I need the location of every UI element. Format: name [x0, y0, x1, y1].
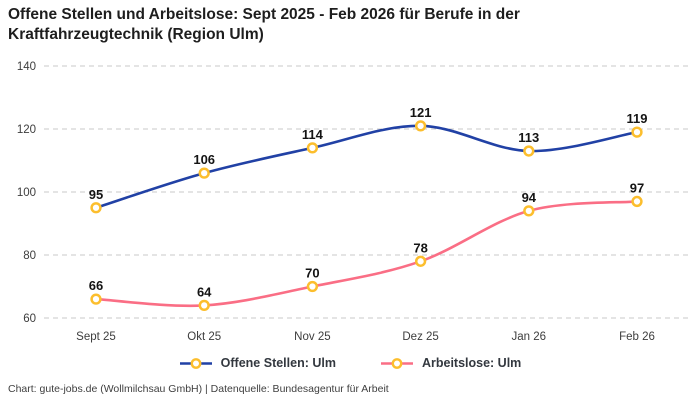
series-line	[94, 124, 639, 210]
y-tick-label: 140	[17, 61, 36, 73]
legend-line-marker-icon	[380, 357, 413, 369]
data-point-label: 114	[302, 127, 324, 142]
legend-label-arbeitslose: Arbeitslose: Ulm	[421, 356, 522, 370]
data-point-marker	[306, 280, 319, 293]
data-point-marker	[631, 126, 643, 138]
x-tick-label: Feb 26	[619, 331, 655, 343]
data-point-marker	[523, 205, 535, 217]
x-tick-label: Okt 25	[187, 331, 221, 343]
data-point-marker	[306, 142, 319, 154]
data-point-label: 70	[305, 266, 319, 281]
legend-circle-icon	[190, 357, 202, 369]
data-point-marker	[90, 293, 102, 305]
data-point-marker	[631, 195, 643, 208]
data-point-label: 94	[522, 190, 537, 205]
data-point-marker	[90, 202, 102, 214]
data-point-marker	[198, 167, 210, 179]
legend: Offene Stellen: Ulm Arbeitslose: Ulm	[0, 356, 700, 370]
legend-label-offene-stellen: Offene Stellen: Ulm	[220, 356, 336, 370]
data-point-label: 66	[89, 278, 103, 293]
line-chart: 60 80 100 120 140 Sept 25 Okt 25 Nov 25 Dez 25 Ja…	[17, 61, 692, 343]
y-tick-label: 80	[23, 250, 36, 262]
data-point-label: 121	[410, 105, 432, 120]
data-point-label: 113	[518, 130, 539, 145]
chart-title: Offene Stellen und Arbeitslose: Sept 202…	[8, 6, 520, 43]
data-point-label: 78	[413, 240, 427, 255]
data-point-marker	[414, 120, 427, 132]
x-tick-label: Jan 26	[512, 331, 547, 343]
chart-source-note: Chart: gute-jobs.de (Wollmilchsau GmbH) …	[8, 383, 389, 395]
x-tick-label: Sept 25	[76, 331, 116, 343]
series-line	[94, 200, 639, 308]
legend-line-marker-icon	[179, 357, 212, 369]
legend-item-arbeitslose[interactable]: Arbeitslose: Ulm	[380, 356, 521, 370]
data-point-label: 97	[630, 180, 644, 195]
legend-item-offene-stellen[interactable]: Offene Stellen: Ulm	[179, 356, 336, 370]
y-tick-label: 100	[17, 187, 36, 199]
data-point-marker	[414, 255, 427, 267]
data-point-marker	[523, 145, 535, 157]
legend-circle-icon	[391, 357, 403, 369]
data-point-label: 106	[193, 152, 215, 167]
y-tick-label: 60	[23, 313, 36, 325]
data-point-label: 95	[89, 187, 103, 202]
data-point-label: 119	[627, 111, 648, 126]
data-point-marker	[198, 299, 210, 312]
data-point-label: 64	[197, 284, 212, 299]
x-tick-label: Nov 25	[294, 331, 330, 343]
x-tick-label: Dez 25	[402, 331, 438, 343]
y-tick-label: 120	[17, 124, 36, 136]
